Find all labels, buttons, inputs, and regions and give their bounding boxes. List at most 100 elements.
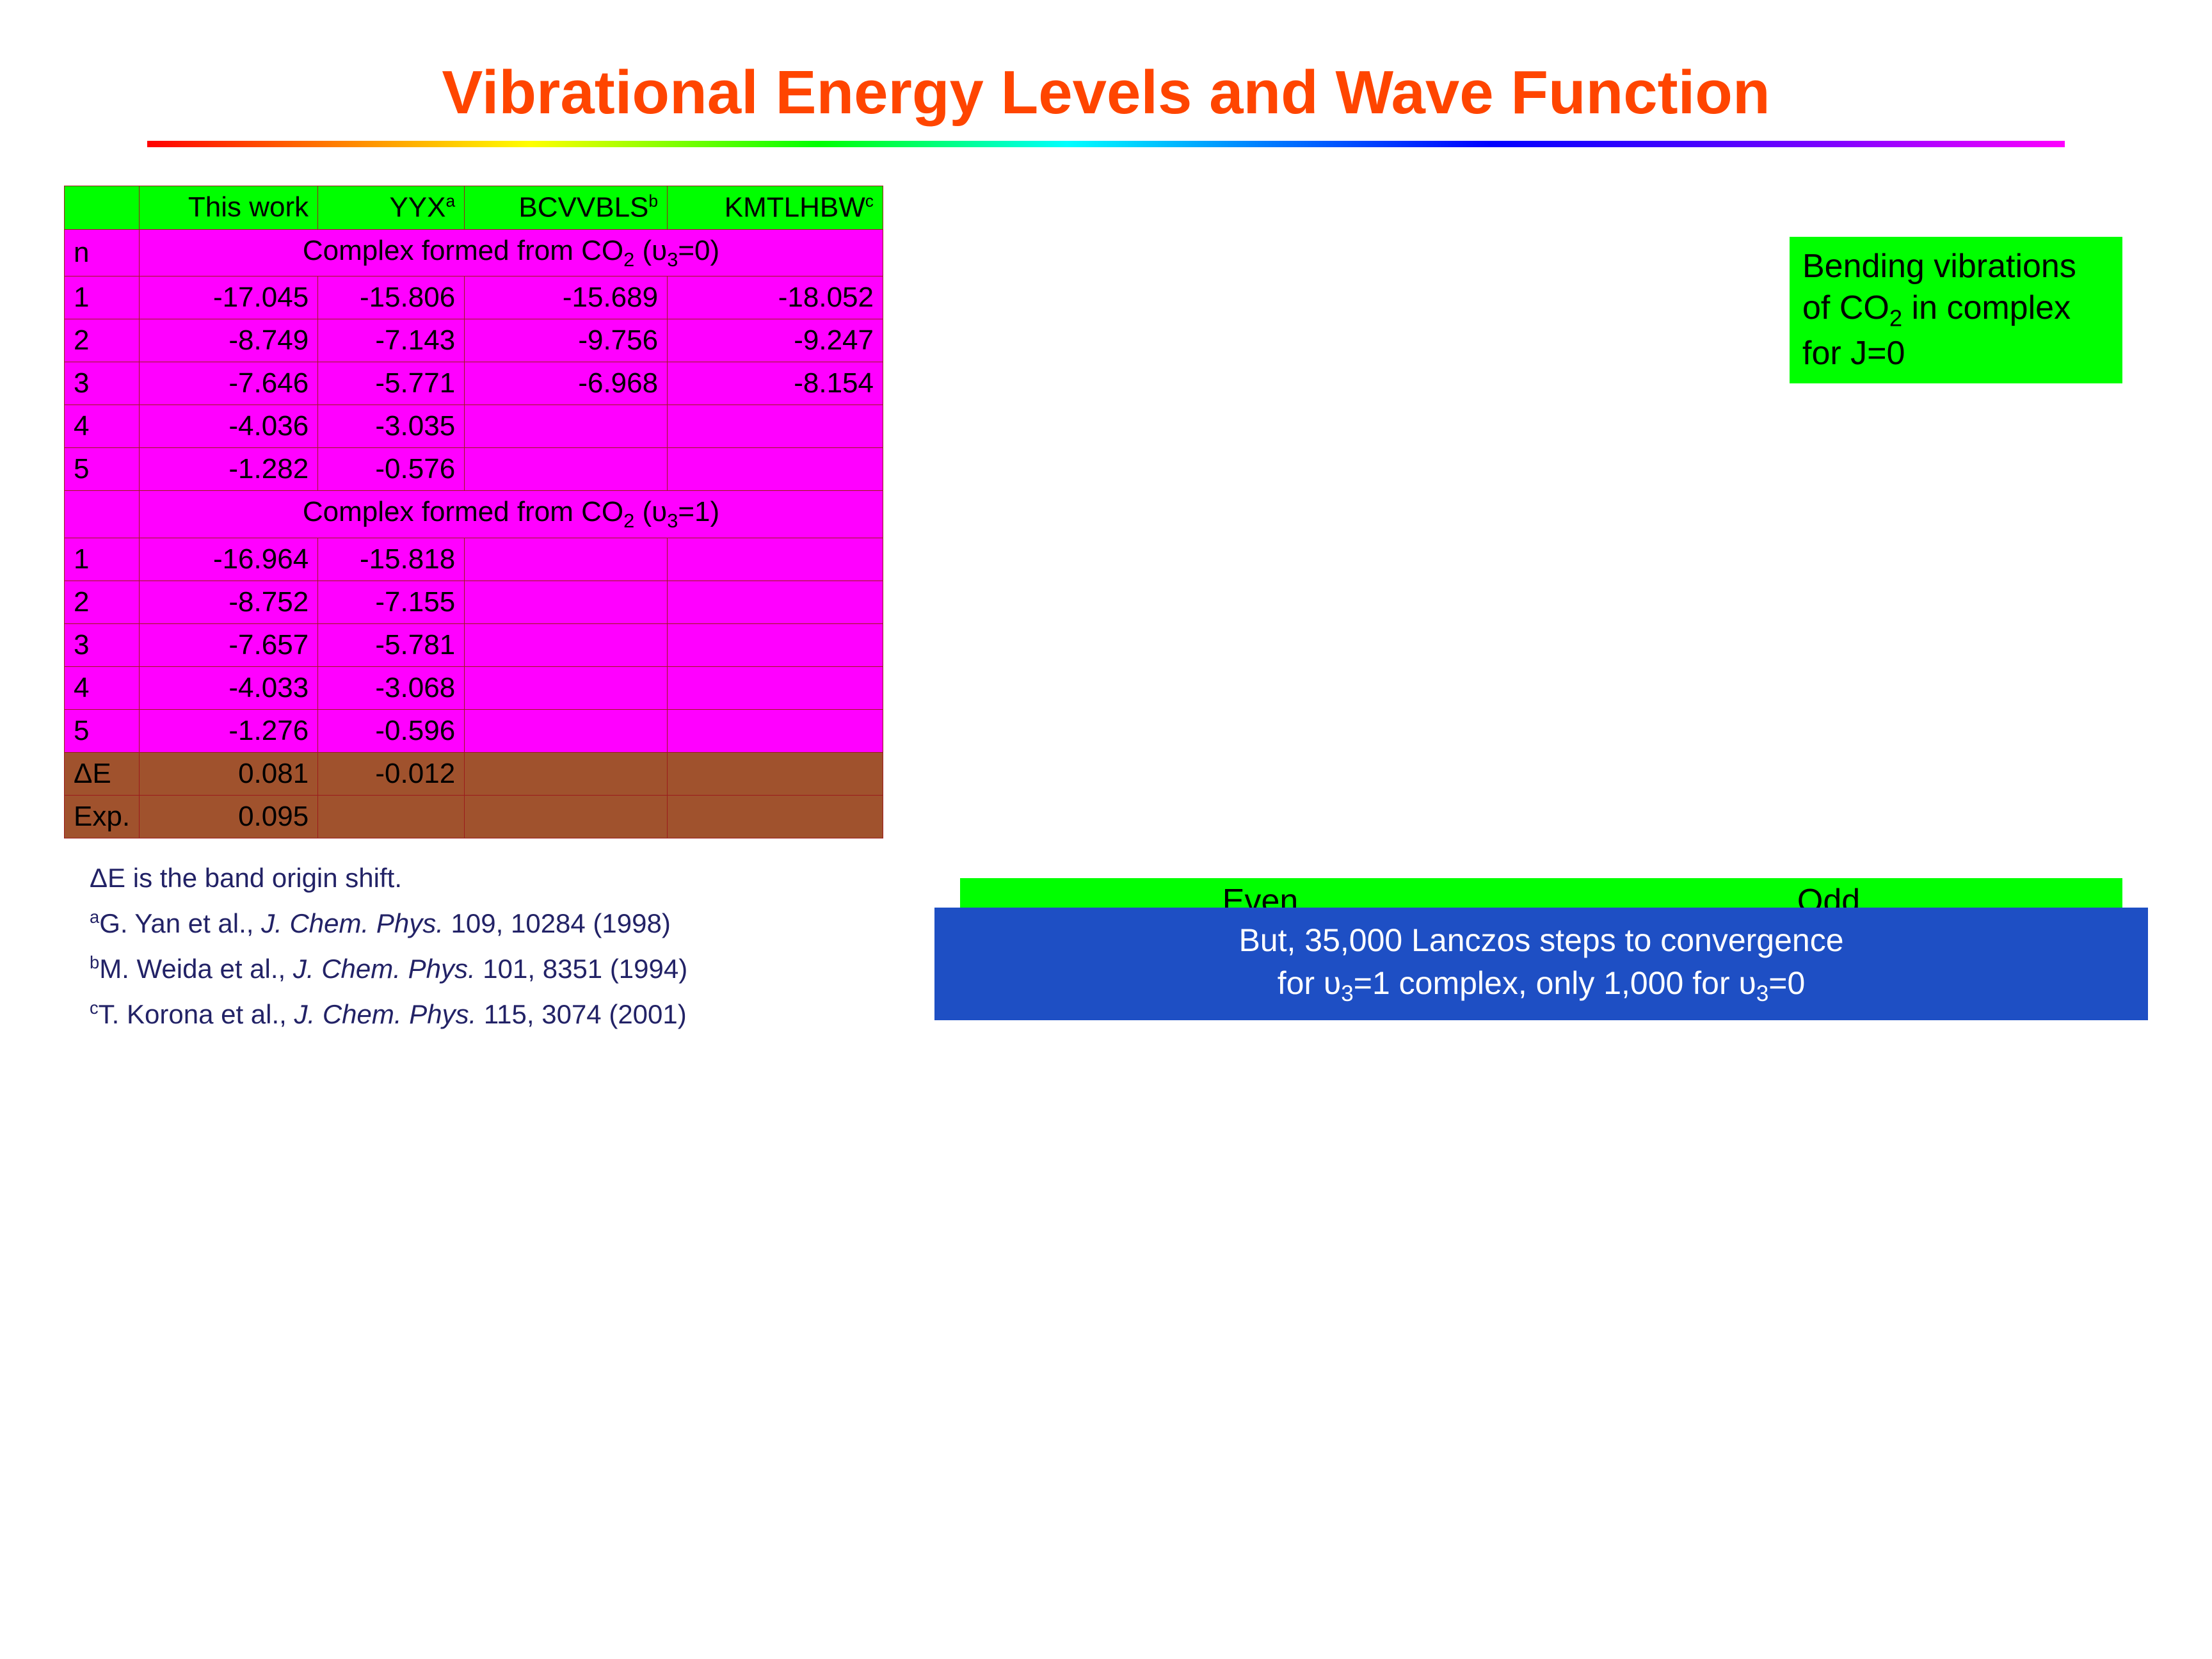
cell: -17.045 <box>140 276 318 319</box>
header-thiswork: This work <box>140 186 318 230</box>
cell <box>465 538 668 581</box>
cell <box>668 624 883 667</box>
cell: -7.155 <box>318 581 465 624</box>
table-row: 3-7.657-5.781 <box>65 624 883 667</box>
table-row: 2-8.752-7.155 <box>65 581 883 624</box>
bend-l2: of CO2 in complex <box>1802 287 2110 333</box>
cell <box>465 448 668 491</box>
section1-label: Complex formed from CO2 (υ3=0) <box>140 229 883 276</box>
cell <box>465 624 668 667</box>
cell <box>465 710 668 753</box>
cell: -15.818 <box>318 538 465 581</box>
cell: 2 <box>65 319 140 362</box>
cell: -7.143 <box>318 319 465 362</box>
lanczos-box: But, 35,000 Lanczos steps to convergence… <box>934 908 2148 1021</box>
cell: -15.689 <box>465 276 668 319</box>
section2-label: Complex formed from CO2 (υ3=1) <box>140 491 883 538</box>
cell <box>668 538 883 581</box>
cell: -9.247 <box>668 319 883 362</box>
table-row: 1-17.045-15.806-15.689-18.052 <box>65 276 883 319</box>
cell <box>465 581 668 624</box>
cell: -1.282 <box>140 448 318 491</box>
cell: 1 <box>65 276 140 319</box>
cell: -8.749 <box>140 319 318 362</box>
bend-l1: Bending vibrations <box>1802 246 2110 287</box>
cell: 2 <box>65 581 140 624</box>
cell <box>668 710 883 753</box>
delta-row: ΔE 0.081 -0.012 <box>65 753 883 796</box>
cell: -15.806 <box>318 276 465 319</box>
delta-b: -0.012 <box>318 753 465 796</box>
cell: -16.964 <box>140 538 318 581</box>
table-row: 5-1.276-0.596 <box>65 710 883 753</box>
section1-label-row: n Complex formed from CO2 (υ3=0) <box>65 229 883 276</box>
cell: -6.968 <box>465 362 668 405</box>
delta-c <box>465 753 668 796</box>
header-blank <box>65 186 140 230</box>
cell: -8.154 <box>668 362 883 405</box>
cell: 3 <box>65 362 140 405</box>
cell <box>668 448 883 491</box>
cell: 5 <box>65 448 140 491</box>
exp-c <box>465 796 668 838</box>
exp-d <box>668 796 883 838</box>
energy-table: This work YYXa BCVVBLSb KMTLHBWc n Compl… <box>64 186 883 838</box>
lanczos-l2: for υ3=1 complex, only 1,000 for υ3=0 <box>947 962 2135 1009</box>
cell: -5.771 <box>318 362 465 405</box>
cell <box>668 581 883 624</box>
bend-l3: for J=0 <box>1802 333 2110 374</box>
exp-label: Exp. <box>65 796 140 838</box>
header-bcvvbls: BCVVBLSb <box>465 186 668 230</box>
left-column: This work YYXa BCVVBLSb KMTLHBWc n Compl… <box>64 179 883 1039</box>
cell: 4 <box>65 405 140 448</box>
delta-d <box>668 753 883 796</box>
cell: -1.276 <box>140 710 318 753</box>
cell: 5 <box>65 710 140 753</box>
section2-label-row: Complex formed from CO2 (υ3=1) <box>65 491 883 538</box>
exp-b <box>318 796 465 838</box>
cell: -0.576 <box>318 448 465 491</box>
cell <box>668 667 883 710</box>
header-yyx: YYXa <box>318 186 465 230</box>
right-column: Bending vibrationsof CO2 in complexfor J… <box>934 179 2148 1039</box>
footnotes: ΔE is the band origin shift. aG. Yan et … <box>64 858 883 1034</box>
delta-label: ΔE <box>65 753 140 796</box>
cell: 4 <box>65 667 140 710</box>
table-row: 3-7.646-5.771-6.968-8.154 <box>65 362 883 405</box>
cell: -9.756 <box>465 319 668 362</box>
lanczos-l1: But, 35,000 Lanczos steps to convergence <box>947 919 2135 963</box>
table-row: 4-4.036-3.035 <box>65 405 883 448</box>
table-row: 4-4.033-3.068 <box>65 667 883 710</box>
cell <box>465 405 668 448</box>
table-header-row: This work YYXa BCVVBLSb KMTLHBWc <box>65 186 883 230</box>
footnote-b: bM. Weida et al., J. Chem. Phys. 101, 83… <box>90 949 883 989</box>
footnote-a: aG. Yan et al., J. Chem. Phys. 109, 1028… <box>90 903 883 943</box>
n-label: n <box>65 229 140 276</box>
cell: -4.033 <box>140 667 318 710</box>
footnote-shift: ΔE is the band origin shift. <box>90 858 883 898</box>
table-row: 1-16.964-15.818 <box>65 538 883 581</box>
cell: 3 <box>65 624 140 667</box>
cell: -0.596 <box>318 710 465 753</box>
footnote-c: cT. Korona et al., J. Chem. Phys. 115, 3… <box>90 994 883 1034</box>
cell: -5.781 <box>318 624 465 667</box>
cell: -3.068 <box>318 667 465 710</box>
cell <box>668 405 883 448</box>
bending-box: Bending vibrationsof CO2 in complexfor J… <box>1790 237 2122 383</box>
cell: -7.646 <box>140 362 318 405</box>
header-kmtlhbw: KMTLHBWc <box>668 186 883 230</box>
cell <box>465 667 668 710</box>
cell: 1 <box>65 538 140 581</box>
cell: -3.035 <box>318 405 465 448</box>
exp-a: 0.095 <box>140 796 318 838</box>
cell: -4.036 <box>140 405 318 448</box>
cell: -7.657 <box>140 624 318 667</box>
delta-a: 0.081 <box>140 753 318 796</box>
exp-row: Exp. 0.095 <box>65 796 883 838</box>
table-row: 2-8.749-7.143-9.756-9.247 <box>65 319 883 362</box>
table-row: 5-1.282-0.576 <box>65 448 883 491</box>
cell: -8.752 <box>140 581 318 624</box>
slide-title: Vibrational Energy Levels and Wave Funct… <box>64 58 2148 128</box>
cell: -18.052 <box>668 276 883 319</box>
section2-blank <box>65 491 140 538</box>
